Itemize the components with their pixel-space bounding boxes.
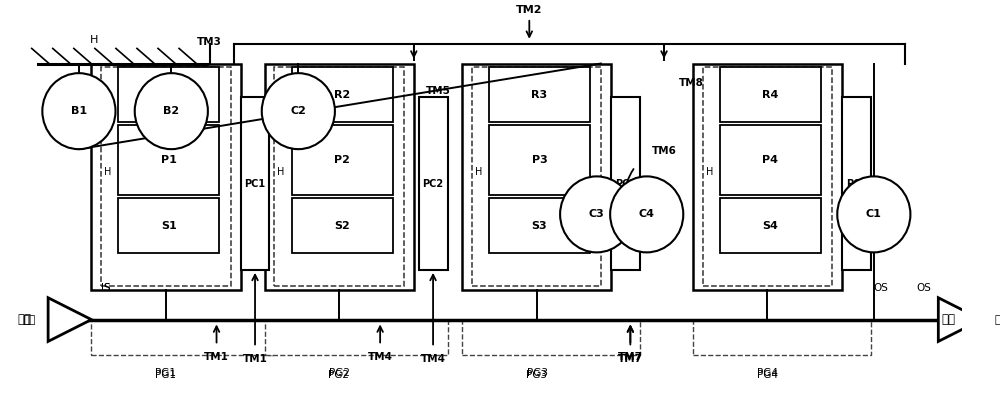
Text: PC3: PC3 — [615, 179, 636, 189]
Text: P2: P2 — [334, 155, 350, 165]
Text: TM7: TM7 — [618, 354, 643, 364]
Text: P4: P4 — [762, 155, 778, 165]
Text: C3: C3 — [589, 209, 605, 220]
Bar — [292, 198, 393, 253]
Ellipse shape — [560, 176, 633, 252]
Bar — [489, 125, 590, 195]
Text: TM2: TM2 — [516, 5, 543, 15]
Bar — [265, 64, 414, 290]
Bar — [101, 67, 231, 286]
Text: R4: R4 — [762, 90, 779, 100]
Bar — [419, 97, 448, 270]
Text: TM6: TM6 — [652, 146, 676, 156]
Bar — [720, 125, 821, 195]
Text: P1: P1 — [161, 155, 177, 165]
Text: H: H — [277, 167, 285, 177]
Bar — [265, 320, 448, 355]
Text: TM8: TM8 — [679, 78, 703, 89]
Bar — [462, 64, 611, 290]
Text: PG1: PG1 — [155, 370, 176, 380]
Text: PG3: PG3 — [527, 368, 548, 378]
Bar — [842, 97, 871, 270]
Text: S4: S4 — [762, 221, 778, 231]
Text: 输入: 输入 — [22, 314, 35, 325]
Text: PC1: PC1 — [244, 179, 266, 189]
Text: PG1: PG1 — [155, 368, 176, 378]
Text: C4: C4 — [639, 209, 655, 220]
Text: 输出: 输出 — [994, 314, 1000, 325]
Text: PG2: PG2 — [328, 370, 349, 380]
Bar — [91, 64, 241, 290]
Text: B2: B2 — [163, 106, 179, 116]
Text: IS: IS — [101, 283, 111, 293]
Bar — [489, 67, 590, 122]
Text: PG3: PG3 — [526, 370, 547, 380]
Text: R2: R2 — [334, 90, 350, 100]
Bar — [489, 198, 590, 253]
Text: H: H — [706, 167, 713, 177]
Text: P3: P3 — [532, 155, 547, 165]
Text: S3: S3 — [532, 221, 547, 231]
Text: H: H — [104, 167, 111, 177]
Ellipse shape — [135, 73, 208, 149]
Text: PG4: PG4 — [757, 368, 778, 378]
Text: PC2: PC2 — [423, 179, 444, 189]
Text: OS: OS — [916, 283, 931, 293]
Text: S1: S1 — [161, 221, 177, 231]
Bar — [703, 67, 832, 286]
Bar — [693, 64, 842, 290]
Text: TM1: TM1 — [204, 352, 229, 362]
Text: C2: C2 — [290, 106, 306, 116]
Bar — [118, 198, 219, 253]
Text: 输出: 输出 — [941, 313, 955, 326]
Bar — [118, 67, 219, 122]
Bar — [91, 320, 274, 355]
Bar — [292, 125, 393, 195]
Ellipse shape — [262, 73, 335, 149]
Ellipse shape — [837, 176, 910, 252]
Bar — [292, 67, 393, 122]
Bar — [274, 67, 404, 286]
Text: TM7: TM7 — [618, 352, 643, 362]
Text: H: H — [475, 167, 482, 177]
Bar — [462, 320, 640, 355]
Text: TM3: TM3 — [197, 37, 222, 47]
Polygon shape — [48, 298, 91, 341]
Text: TM4: TM4 — [368, 352, 393, 362]
Bar — [720, 67, 821, 122]
Text: PC4: PC4 — [846, 179, 867, 189]
Text: C1: C1 — [866, 209, 882, 220]
Text: H: H — [90, 35, 98, 45]
Text: B1: B1 — [71, 106, 87, 116]
Bar — [693, 320, 871, 355]
Text: OS: OS — [873, 283, 888, 293]
Text: TM4: TM4 — [421, 354, 446, 364]
Text: IS: IS — [101, 283, 111, 293]
Bar — [611, 97, 640, 270]
Text: TM5: TM5 — [425, 86, 450, 96]
Text: R3: R3 — [531, 90, 547, 100]
Bar — [241, 97, 269, 270]
Bar — [720, 198, 821, 253]
Text: S2: S2 — [334, 221, 350, 231]
Text: PG4: PG4 — [757, 370, 778, 380]
Bar — [472, 67, 601, 286]
Text: 输入: 输入 — [17, 313, 31, 326]
Ellipse shape — [42, 73, 115, 149]
Polygon shape — [938, 298, 982, 341]
Text: R1: R1 — [161, 90, 177, 100]
Ellipse shape — [610, 176, 683, 252]
Text: PG2: PG2 — [329, 368, 350, 378]
Bar — [118, 125, 219, 195]
Text: TM1: TM1 — [243, 354, 267, 364]
